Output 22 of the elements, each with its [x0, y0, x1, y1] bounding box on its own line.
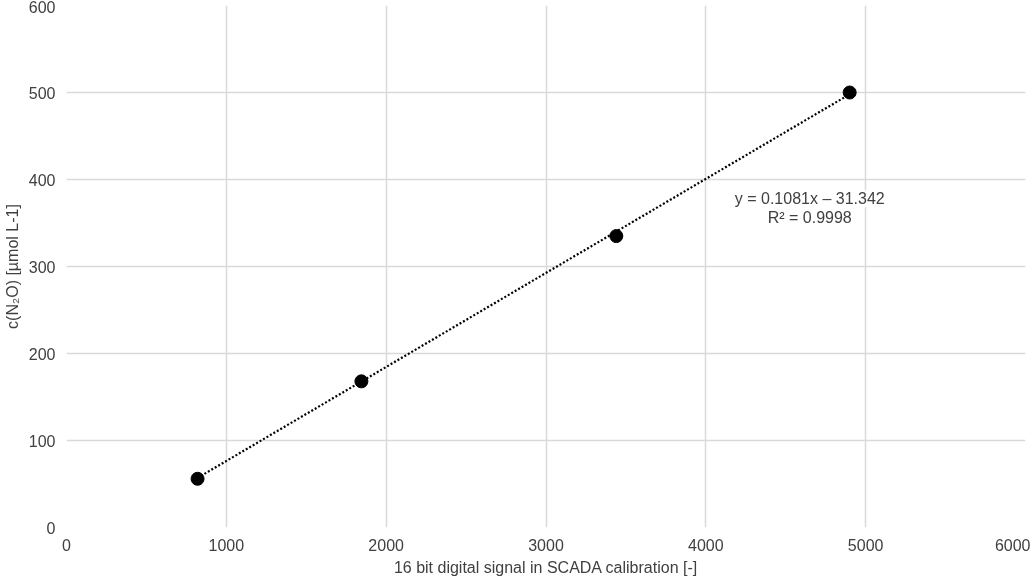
- x-tick-label: 4000: [688, 536, 724, 554]
- x-tick-label: 5000: [847, 536, 884, 554]
- x-tick-label: 1000: [208, 536, 245, 554]
- annotation: y = 0.1081x – 31.342: [734, 190, 885, 208]
- x-tick-label: 3000: [528, 536, 564, 554]
- x-tick-label: 6000: [994, 536, 1031, 554]
- y-axis-title: c(N₂O) [µmol L-1]: [3, 204, 21, 329]
- point: [354, 374, 369, 389]
- x-tick-label: 2000: [368, 536, 405, 554]
- point: [609, 229, 624, 244]
- y-tick-label: 200: [28, 345, 56, 363]
- y-tick-label: 400: [28, 171, 56, 189]
- y-tick-label: 300: [28, 258, 56, 276]
- point: [842, 85, 857, 100]
- x-axis-title: 16 bit digital signal in SCADA calibration [-]: [393, 558, 698, 576]
- y-tick-label: 0: [46, 519, 56, 537]
- y-tick-label: 500: [28, 84, 56, 102]
- annotation: R² = 0.9998: [767, 209, 852, 227]
- y-tick-label: 100: [28, 432, 56, 450]
- point: [190, 471, 205, 486]
- x-tick-label: 0: [62, 536, 72, 554]
- y-tick-label: 600: [28, 0, 56, 16]
